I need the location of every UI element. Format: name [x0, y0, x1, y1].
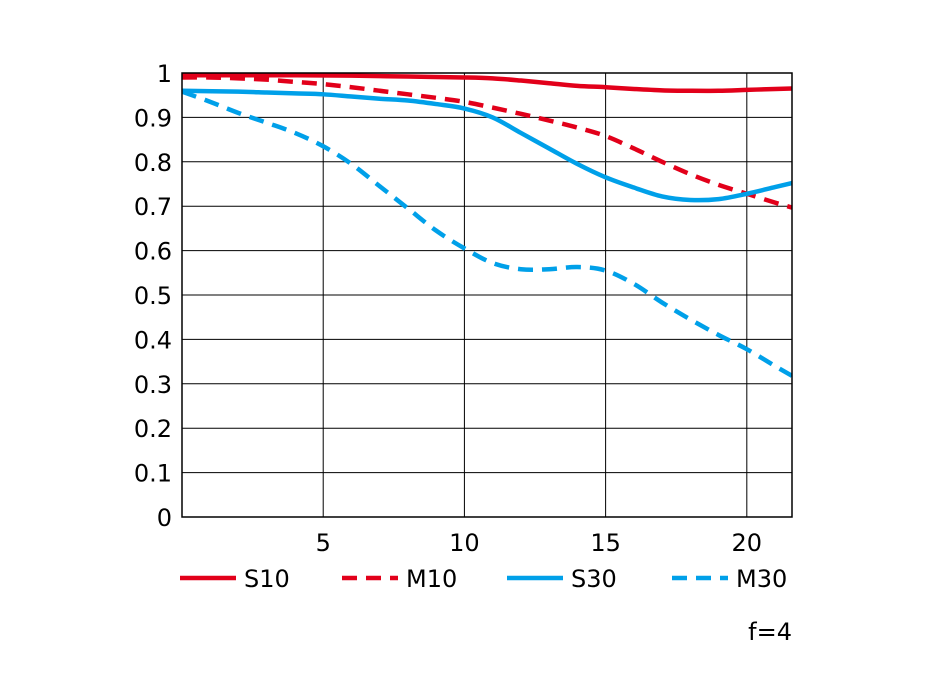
y-tick-label: 0.3: [134, 371, 172, 399]
series-line-s10: [182, 72, 792, 94]
y-tick-label: 0: [157, 504, 172, 532]
y-tick-labels: 0 0.1 0.2 0.3 0.4 0.5 0.6 0.7 0.8 0.9 1: [134, 60, 172, 532]
legend: S10 M10 S30 M30: [180, 565, 787, 593]
series-lines: [182, 72, 792, 378]
y-tick-label: 0.8: [134, 149, 172, 177]
x-tick-label: 5: [316, 529, 331, 557]
series-line-m30: [182, 89, 792, 378]
y-tick-label: 0.2: [134, 415, 172, 443]
plot-area-frame: [181, 72, 793, 518]
x-tick-label: 10: [449, 529, 480, 557]
aperture-note: f=4: [748, 618, 792, 646]
x-tick-label: 15: [590, 529, 621, 557]
legend-label-s10: S10: [244, 565, 290, 593]
y-tick-label: 0.6: [134, 238, 172, 266]
grid-lines: [182, 72, 792, 518]
y-tick-label: 0.5: [134, 282, 172, 310]
series-line-m10: [182, 75, 792, 210]
y-tick-label: 0.4: [134, 326, 172, 354]
legend-label-s30: S30: [571, 565, 617, 593]
x-tick-label: 20: [732, 529, 763, 557]
y-tick-label: 0.9: [134, 104, 172, 132]
y-tick-label: 1: [157, 60, 172, 88]
y-tick-label: 0.1: [134, 460, 172, 488]
legend-label-m30: M30: [736, 565, 787, 593]
x-tick-labels: 5 10 15 20: [316, 529, 763, 557]
y-tick-label: 0.7: [134, 193, 172, 221]
legend-label-m10: M10: [406, 565, 457, 593]
series-line-s30: [182, 88, 792, 203]
